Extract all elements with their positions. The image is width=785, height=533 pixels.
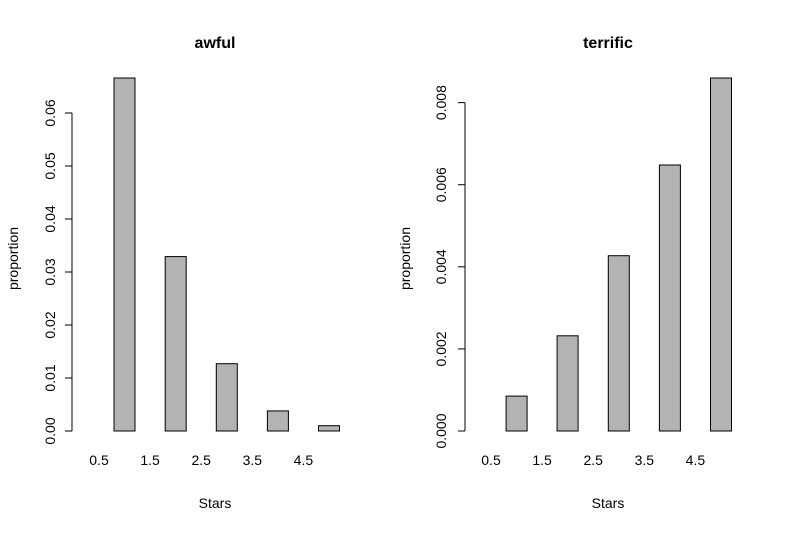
y-tick-label: 0.06 <box>42 99 58 126</box>
y-tick-label: 0.004 <box>433 249 449 284</box>
chart-title: terrific <box>583 35 633 52</box>
y-tick-label: 0.006 <box>433 167 449 202</box>
y-tick-label: 0.01 <box>42 364 58 391</box>
y-tick-label: 0.00 <box>42 417 58 444</box>
x-tick-label: 0.5 <box>89 452 109 468</box>
x-tick-label: 2.5 <box>191 452 211 468</box>
y-axis-label: proportion <box>5 227 21 290</box>
bar-4 <box>266 410 289 432</box>
bar-2 <box>164 256 187 432</box>
x-axis-label: Stars <box>592 495 625 511</box>
y-tick-label: 0.05 <box>42 152 58 179</box>
panel-awful: awful 0.00 0.01 0.02 0.03 0.04 0.05 0.06 0.5 1.5 2… <box>5 35 340 511</box>
x-tick-label: 3.5 <box>243 452 263 468</box>
bar-4 <box>658 164 681 432</box>
bar-1 <box>505 395 528 432</box>
bar-5 <box>318 425 340 432</box>
x-tick-label: 0.5 <box>481 452 501 468</box>
bar-3 <box>215 363 238 432</box>
x-tick-label: 1.5 <box>532 452 552 468</box>
x-tick-label: 1.5 <box>140 452 160 468</box>
y-tick-label: 0.000 <box>433 413 449 448</box>
bar-1 <box>113 77 136 432</box>
bar-2 <box>556 335 579 432</box>
x-axis-label: Stars <box>199 495 232 511</box>
x-tick-label: 4.5 <box>294 452 314 468</box>
y-axis-label: proportion <box>397 227 413 290</box>
x-tick-label: 3.5 <box>635 452 655 468</box>
panel-terrific: terrific 0.000 0.002 0.004 0.006 0.008 0.5 1.5 2… <box>397 35 732 511</box>
y-tick-label: 0.03 <box>42 258 58 285</box>
chart-title: awful <box>195 35 236 52</box>
y-tick-label: 0.02 <box>42 311 58 338</box>
y-tick-label: 0.002 <box>433 331 449 366</box>
x-tick-label: 2.5 <box>583 452 603 468</box>
bar-3 <box>607 255 630 432</box>
bar-5 <box>710 77 732 432</box>
y-tick-label: 0.04 <box>42 205 58 232</box>
y-tick-label: 0.008 <box>433 85 449 120</box>
x-tick-label: 4.5 <box>686 452 706 468</box>
